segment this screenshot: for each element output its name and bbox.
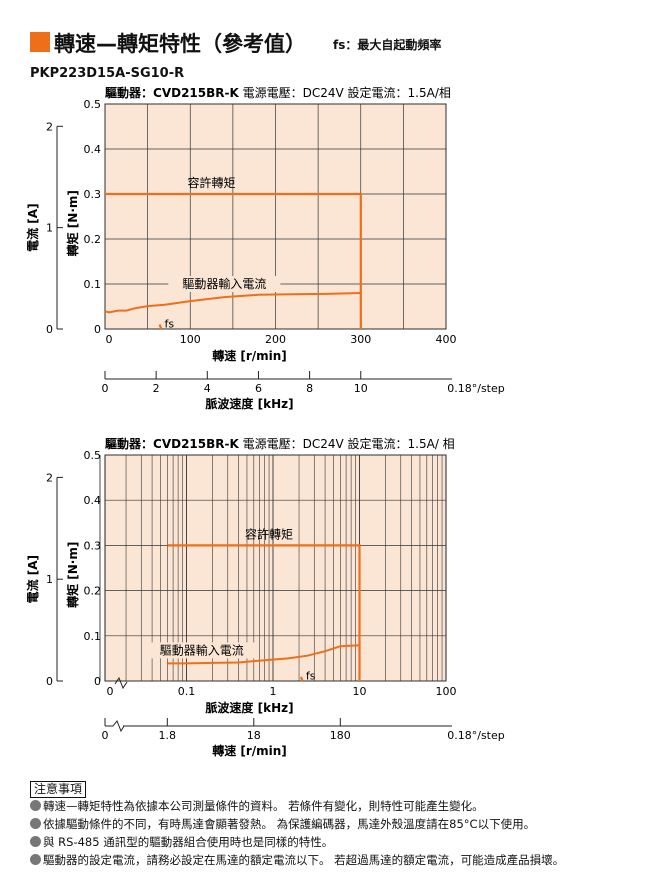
series-line-2 — [158, 324, 163, 330]
secondary-axis-label: 轉速 [r/min] — [212, 743, 287, 758]
current-tick-label: 2 — [46, 471, 53, 484]
note-item: 轉速—轉矩特性為依據本公司測量條件的資料。 若條件有變化，則特性可能產生變化。 — [30, 798, 484, 814]
y-tick-label: 0.4 — [84, 143, 102, 156]
secondary-tick-label: 6 — [255, 382, 262, 395]
series-line-2 — [299, 676, 304, 682]
allowable-torque-label: 容許轉矩 — [245, 526, 293, 541]
y-tick-label: 0.1 — [84, 278, 102, 291]
y-tick-label: 0.3 — [84, 188, 102, 201]
note-item: 與 RS-485 通訊型的驅動器組合使用時也是同樣的特性。 — [30, 834, 333, 850]
series-line-1 — [104, 292, 361, 314]
y-axis-label: 轉矩 [N·m] — [65, 190, 80, 256]
note-item: 驅動器的設定電流，請務必設定在馬達的額定電流以下。 若超過馬達的額定電流，可能造… — [30, 852, 564, 868]
bullet-icon — [30, 818, 41, 829]
secondary-axis-suffix: 0.18°/step — [447, 382, 505, 395]
current-tick-label: 1 — [46, 573, 53, 586]
x-tick-label: 1 — [270, 685, 277, 698]
input-current-label: 驅動器輸入電流 — [182, 276, 266, 291]
y-tick-label: 0 — [94, 323, 101, 336]
x-axis-label: 脈波速度 [kHz] — [205, 700, 293, 715]
y-axis-label: 轉矩 [N·m] — [65, 542, 80, 608]
secondary-tick-label: 0 — [102, 382, 109, 395]
current-axis-label: 電流 [A] — [25, 203, 40, 251]
x-tick-label: 200 — [265, 333, 286, 346]
current-label-bg — [145, 642, 258, 659]
secondary-tick-label: 10 — [354, 382, 368, 395]
x-tick-label: 0 — [106, 333, 113, 346]
page-title: 轉速—轉矩特性（參考值） — [54, 32, 306, 56]
x-tick-label: 400 — [436, 333, 457, 346]
torque-chart-log: 驅動器：CVD215BR-K 電源電壓：DC24V 設定電流：1.5A/ 相00… — [25, 436, 505, 758]
current-axis-label: 電流 [A] — [25, 555, 40, 603]
y-tick-label: 0 — [94, 675, 101, 688]
fs-label: fs — [306, 670, 316, 683]
series-line-0 — [167, 544, 361, 681]
secondary-axis-suffix: 0.18°/step — [447, 729, 505, 742]
y-tick-label: 0.4 — [84, 494, 102, 507]
current-tick-label: 2 — [46, 120, 53, 133]
current-label-bg — [168, 276, 281, 292]
current-tick-label: 0 — [46, 323, 53, 336]
input-current-label: 驅動器輸入電流 — [160, 642, 244, 657]
driver-info: 驅動器：CVD215BR-K 電源電壓：DC24V 設定電流：1.5A/相 — [105, 85, 451, 100]
series-line-0 — [105, 192, 362, 329]
secondary-tick-label: 18 — [247, 729, 261, 742]
secondary-axis-label: 脈波速度 [kHz] — [205, 396, 293, 411]
series-line-1 — [167, 644, 360, 665]
x-axis-label: 轉速 [r/min] — [212, 348, 287, 363]
y-tick-label: 0.1 — [84, 630, 102, 643]
secondary-tick-label: 0 — [102, 729, 109, 742]
torque-chart-linear: 驅動器：CVD215BR-K 電源電壓：DC24V 設定電流：1.5A/相 0 0.… — [25, 85, 505, 411]
fs-label: fs — [165, 318, 175, 331]
header-accent-square — [30, 32, 50, 52]
x-tick-label: 300 — [350, 333, 371, 346]
driver-info: 驅動器：CVD215BR-K 電源電壓：DC24V 設定電流：1.5A/ 相 — [105, 436, 455, 451]
x-tick-label: 0 — [107, 685, 114, 698]
secondary-tick-label: 2 — [153, 382, 160, 395]
secondary-tick-label: 8 — [306, 382, 313, 395]
bullet-icon — [30, 854, 41, 865]
current-tick-label: 0 — [46, 675, 53, 688]
y-tick-label: 0.2 — [84, 585, 102, 598]
x-tick-label: 0.1 — [178, 685, 196, 698]
page-subtitle: fs：最大自起動頻率 — [333, 38, 442, 52]
note-item: 依據驅動條件的不同，有時馬達會顯著發熱。 為保護編碼器，馬達外殼溫度請在85°C… — [30, 816, 535, 832]
y-tick-label: 0.2 — [84, 233, 102, 246]
y-tick-label: 0.5 — [84, 98, 102, 111]
x-tick-label: 100 — [180, 333, 201, 346]
current-tick-label: 1 — [46, 222, 53, 235]
axis-break-icon — [105, 720, 125, 733]
secondary-tick-label: 180 — [330, 729, 351, 742]
allowable-torque-label: 容許轉矩 — [188, 175, 236, 190]
axis-break-icon — [114, 676, 128, 690]
secondary-tick-label: 4 — [204, 382, 211, 395]
x-tick-label: 10 — [353, 685, 367, 698]
x-tick-label: 100 — [436, 685, 457, 698]
y-tick-label: 0.3 — [84, 539, 102, 552]
model-number: PKP223D15A-SG10-R — [30, 66, 185, 81]
bullet-icon — [30, 800, 41, 811]
y-tick-label: 0.5 — [84, 449, 102, 462]
notes-title: 注意事項 — [30, 781, 87, 798]
secondary-tick-label: 1.8 — [159, 729, 177, 742]
bullet-icon — [30, 836, 41, 847]
